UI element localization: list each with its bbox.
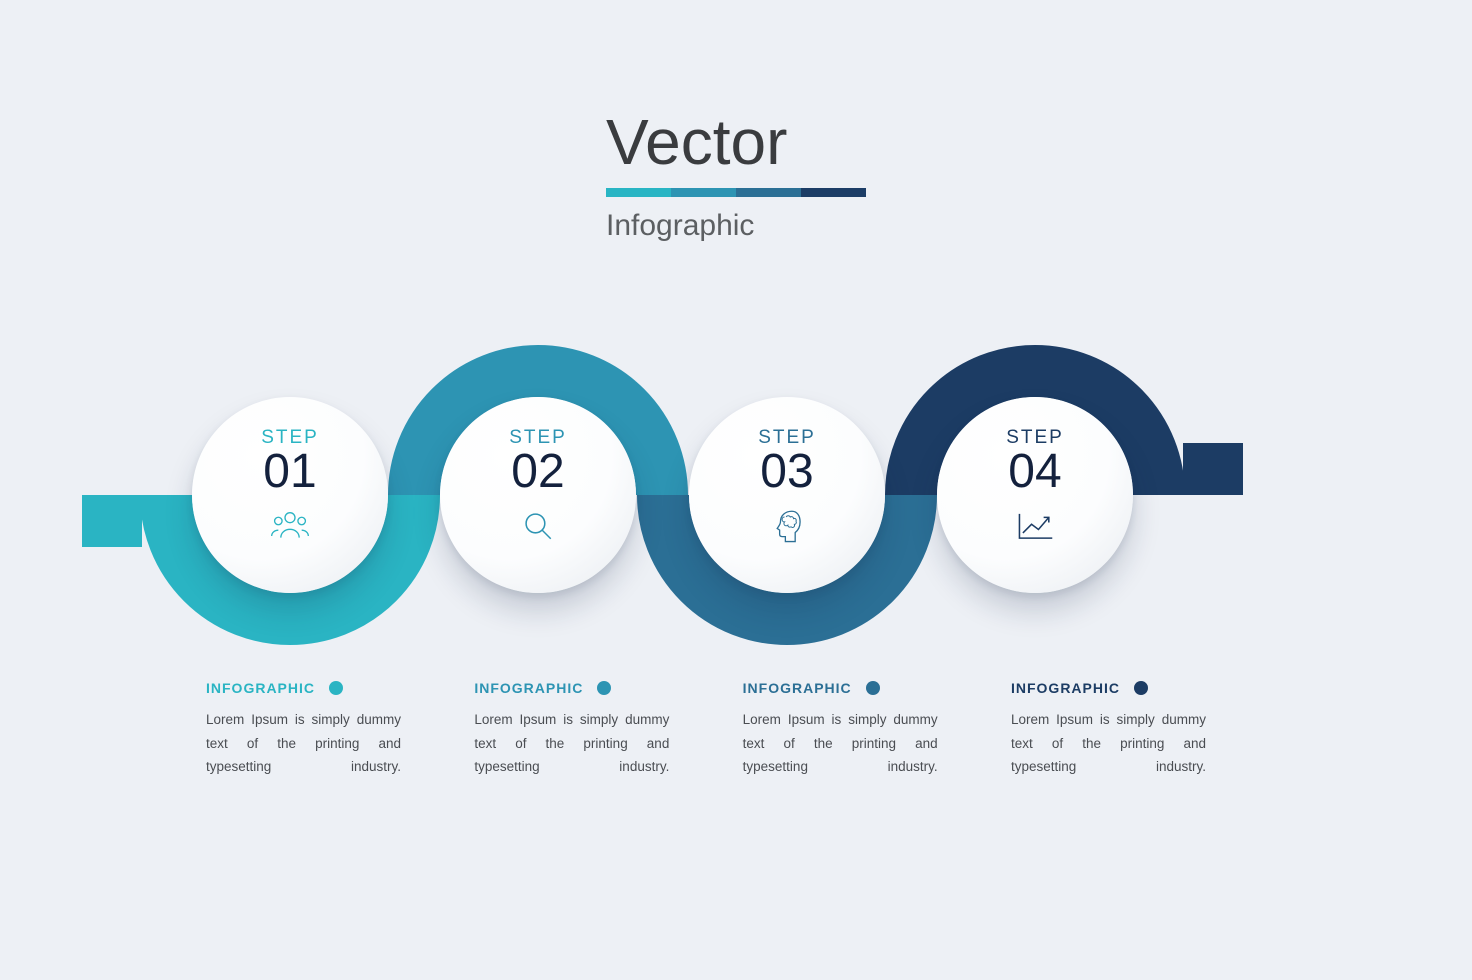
text-block-title: INFOGRAPHIC [474, 680, 583, 696]
step-number: 02 [511, 447, 564, 497]
text-block-dot [866, 681, 880, 695]
header-color-bar [606, 188, 866, 197]
text-block-body: Lorem Ipsum is simply dummy text of the … [206, 708, 401, 779]
head-brain-icon [766, 505, 808, 547]
wave-end-segment [1183, 443, 1243, 495]
header-bar-seg-1 [606, 188, 671, 197]
search-icon [517, 505, 559, 547]
header-bar-seg-4 [801, 188, 866, 197]
text-block-3: INFOGRAPHIC Lorem Ipsum is simply dummy … [743, 680, 938, 779]
text-block-dot [329, 681, 343, 695]
people-icon [269, 505, 311, 547]
text-block-body: Lorem Ipsum is simply dummy text of the … [474, 708, 669, 779]
text-block-title: INFOGRAPHIC [1011, 680, 1120, 696]
text-block-4: INFOGRAPHIC Lorem Ipsum is simply dummy … [1011, 680, 1206, 779]
header-subtitle: Infographic [606, 209, 866, 243]
text-block-2: INFOGRAPHIC Lorem Ipsum is simply dummy … [474, 680, 669, 779]
text-block-title: INFOGRAPHIC [743, 680, 852, 696]
step-circle-2: STEP 02 [440, 397, 636, 593]
text-block-body: Lorem Ipsum is simply dummy text of the … [743, 708, 938, 779]
text-block-header: INFOGRAPHIC [743, 680, 938, 696]
step-circle-3: STEP 03 [689, 397, 885, 593]
growth-chart-icon [1014, 505, 1056, 547]
step-number: 03 [760, 447, 813, 497]
text-block-dot [597, 681, 611, 695]
text-block-header: INFOGRAPHIC [206, 680, 401, 696]
wave-start-segment [82, 495, 142, 547]
header-bar-seg-2 [671, 188, 736, 197]
step-number: 01 [263, 447, 316, 497]
text-block-header: INFOGRAPHIC [1011, 680, 1206, 696]
text-block-header: INFOGRAPHIC [474, 680, 669, 696]
text-block-1: INFOGRAPHIC Lorem Ipsum is simply dummy … [206, 680, 401, 779]
text-block-body: Lorem Ipsum is simply dummy text of the … [1011, 708, 1206, 779]
step-circle-4: STEP 04 [937, 397, 1133, 593]
text-block-dot [1134, 681, 1148, 695]
step-circle-1: STEP 01 [192, 397, 388, 593]
text-block-title: INFOGRAPHIC [206, 680, 315, 696]
header-title: Vector [606, 110, 866, 174]
header-bar-seg-3 [736, 188, 801, 197]
text-blocks-row: INFOGRAPHIC Lorem Ipsum is simply dummy … [206, 680, 1206, 779]
step-number: 04 [1008, 447, 1061, 497]
wave-path: STEP 01 STEP 02 STEP 03 [160, 495, 1260, 496]
infographic-header: Vector Infographic [606, 110, 866, 243]
